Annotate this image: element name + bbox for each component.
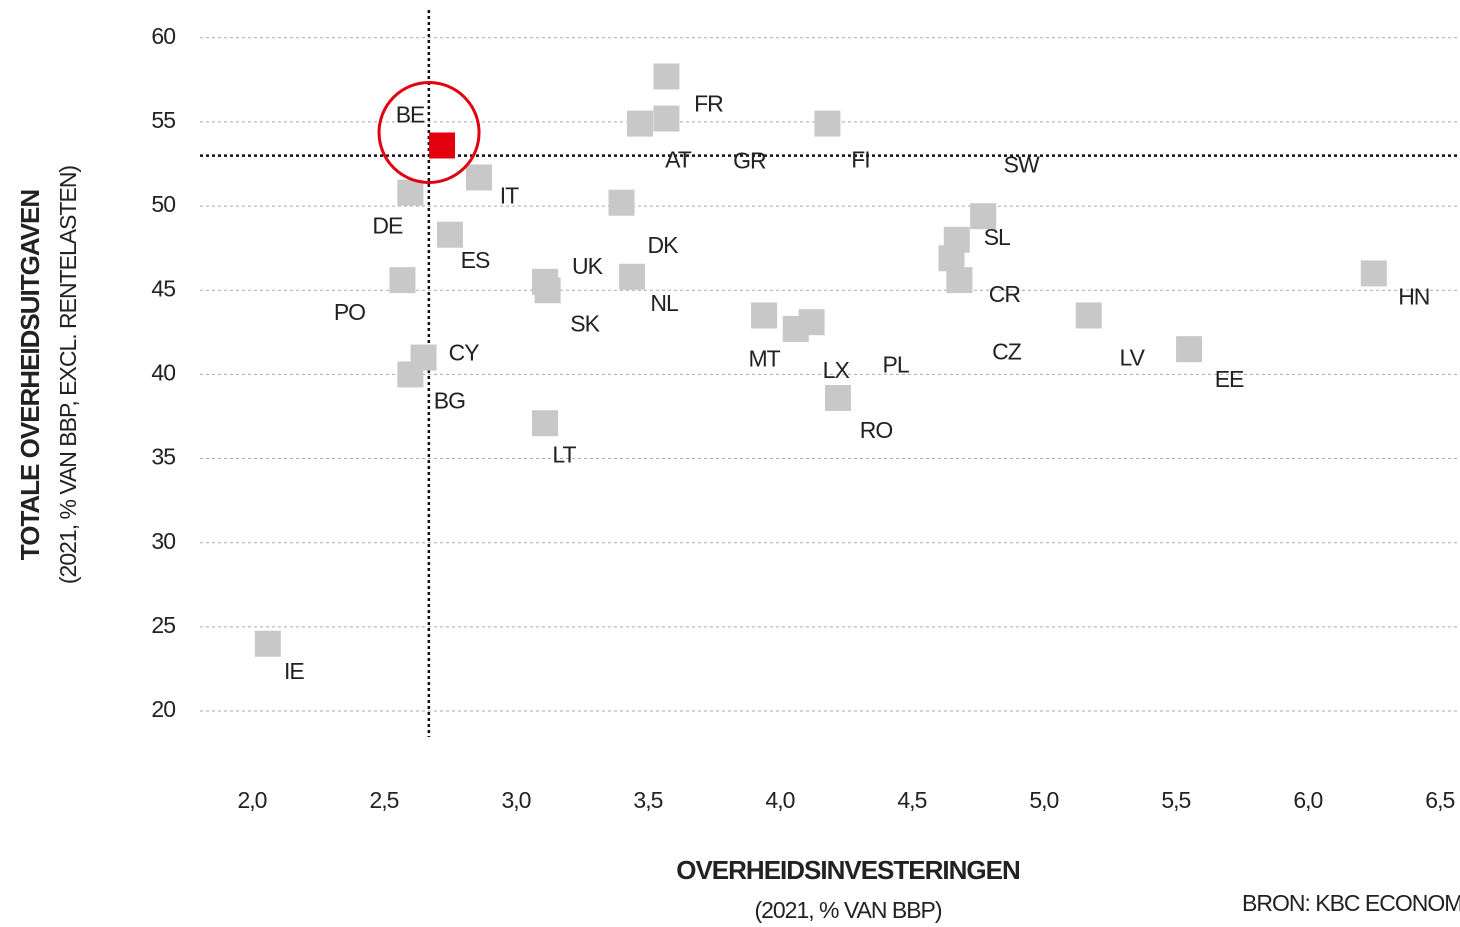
point: [254, 630, 281, 657]
point: [653, 63, 680, 90]
point-label: UK: [572, 253, 604, 279]
x-tick-label: 2,0: [237, 787, 266, 813]
point-label: HN: [1398, 283, 1429, 309]
point: [429, 132, 456, 159]
point-label: NL: [650, 290, 679, 316]
point-label: PL: [883, 351, 910, 377]
point: [751, 302, 778, 329]
y-tick-label: 50: [151, 191, 175, 217]
point-label: AT: [665, 147, 692, 173]
point: [534, 277, 561, 304]
point-label: PO: [334, 299, 365, 325]
point-label: SL: [984, 224, 1011, 250]
x-tick-label: 3,0: [501, 787, 530, 813]
x-title: OVERHEIDSINVESTERINGEN: [676, 855, 1020, 885]
point: [436, 221, 463, 248]
point-label: DE: [372, 213, 403, 239]
x-tick-label: 4,0: [765, 787, 794, 813]
y-tick-label: 45: [151, 275, 175, 301]
y-tick-label: 55: [151, 107, 175, 133]
point: [608, 189, 635, 216]
y-tick-label: 30: [151, 528, 175, 554]
highlight-circle: [377, 80, 481, 184]
point: [653, 105, 680, 132]
point-label: DK: [648, 232, 680, 258]
x-tick-label: 6,5: [1425, 787, 1454, 813]
x-tick-label: 4,5: [897, 787, 926, 813]
point-label: EE: [1215, 366, 1244, 392]
y-tick-label: 35: [151, 444, 175, 470]
y-tick-label: 25: [151, 612, 175, 638]
point-label: LX: [823, 357, 850, 383]
source: BRON: KBC ECONOM: [1242, 890, 1460, 916]
point-label: ES: [461, 247, 490, 273]
y-tick-label: 20: [151, 696, 175, 722]
point: [1176, 336, 1203, 363]
y-tick-label: 60: [151, 23, 175, 49]
point: [627, 110, 654, 137]
point-label: BE: [396, 102, 425, 128]
point: [970, 203, 997, 230]
point-label: IT: [500, 183, 519, 209]
y-title: TOTALE OVERHEIDSUITGAVEN: [15, 190, 45, 561]
y-tick-label: 40: [151, 359, 175, 385]
point: [397, 179, 424, 206]
x-tick-label: 3,5: [633, 787, 662, 813]
point-label: LV: [1120, 345, 1146, 371]
point: [946, 267, 973, 294]
point-label: IE: [284, 658, 304, 684]
point-label: CR: [989, 281, 1021, 307]
x-tick-label: 5,5: [1161, 787, 1190, 813]
x-tick-label: 6,0: [1293, 787, 1322, 813]
point: [465, 164, 492, 191]
point: [814, 110, 841, 137]
x-subtitle: (2021, % VAN BBP): [754, 897, 941, 923]
x-tick-label: 5,0: [1029, 787, 1058, 813]
point: [1360, 260, 1387, 287]
point: [397, 361, 424, 388]
point: [824, 384, 851, 411]
y-subtitle: (2021, % VAN BBP, EXCL. RENTELASTEN): [55, 166, 81, 585]
point-label: CZ: [992, 338, 1022, 364]
point-label: FR: [694, 91, 723, 117]
point-label: RO: [860, 417, 893, 443]
point: [938, 245, 965, 272]
point-label: MT: [748, 346, 780, 372]
point-label: FI: [851, 147, 869, 173]
point-label: SW: [1004, 151, 1040, 177]
point: [389, 267, 416, 294]
point: [531, 410, 558, 437]
point-label: LT: [552, 441, 576, 467]
point-label: SK: [570, 310, 600, 336]
point: [798, 309, 825, 336]
point-label: CY: [449, 340, 480, 366]
point-label: BG: [434, 387, 465, 413]
point: [619, 263, 646, 290]
point: [1075, 302, 1102, 329]
point-label: GR: [733, 148, 766, 174]
x-tick-label: 2,5: [369, 787, 398, 813]
